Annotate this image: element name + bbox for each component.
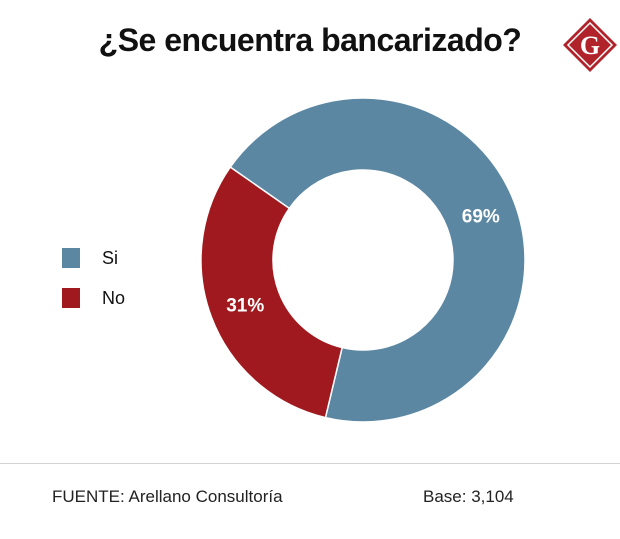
logo-diamond <box>563 18 617 72</box>
donut-slice-si <box>229 97 526 423</box>
sample-base-note: Base: 3,104 <box>423 487 514 506</box>
chart-title: ¿Se encuentra bancarizado? <box>98 22 522 58</box>
logo-inner-border <box>566 21 614 69</box>
data-label-no: 31% <box>226 296 264 317</box>
donut-chart: 69% 31% <box>200 97 526 423</box>
legend-item-si: Si <box>62 246 125 270</box>
legend-label-si: Si <box>102 247 119 268</box>
legend-label-no: No <box>102 287 126 308</box>
data-label-si: 69% <box>462 206 500 227</box>
legend-swatch-si <box>62 248 80 268</box>
donut-slice-no <box>200 166 344 419</box>
legend-item-no: No <box>62 286 125 310</box>
source-note: FUENTE: Arellano Consultoría <box>52 487 283 506</box>
brand-logo-icon: G <box>563 18 617 72</box>
legend-swatch-no <box>62 288 80 308</box>
footer-divider <box>0 463 620 464</box>
legend: Si No <box>62 246 125 326</box>
donut-labels: 69% 31% <box>226 206 500 316</box>
logo-letter: G <box>580 31 600 60</box>
donut-slices <box>200 97 526 423</box>
